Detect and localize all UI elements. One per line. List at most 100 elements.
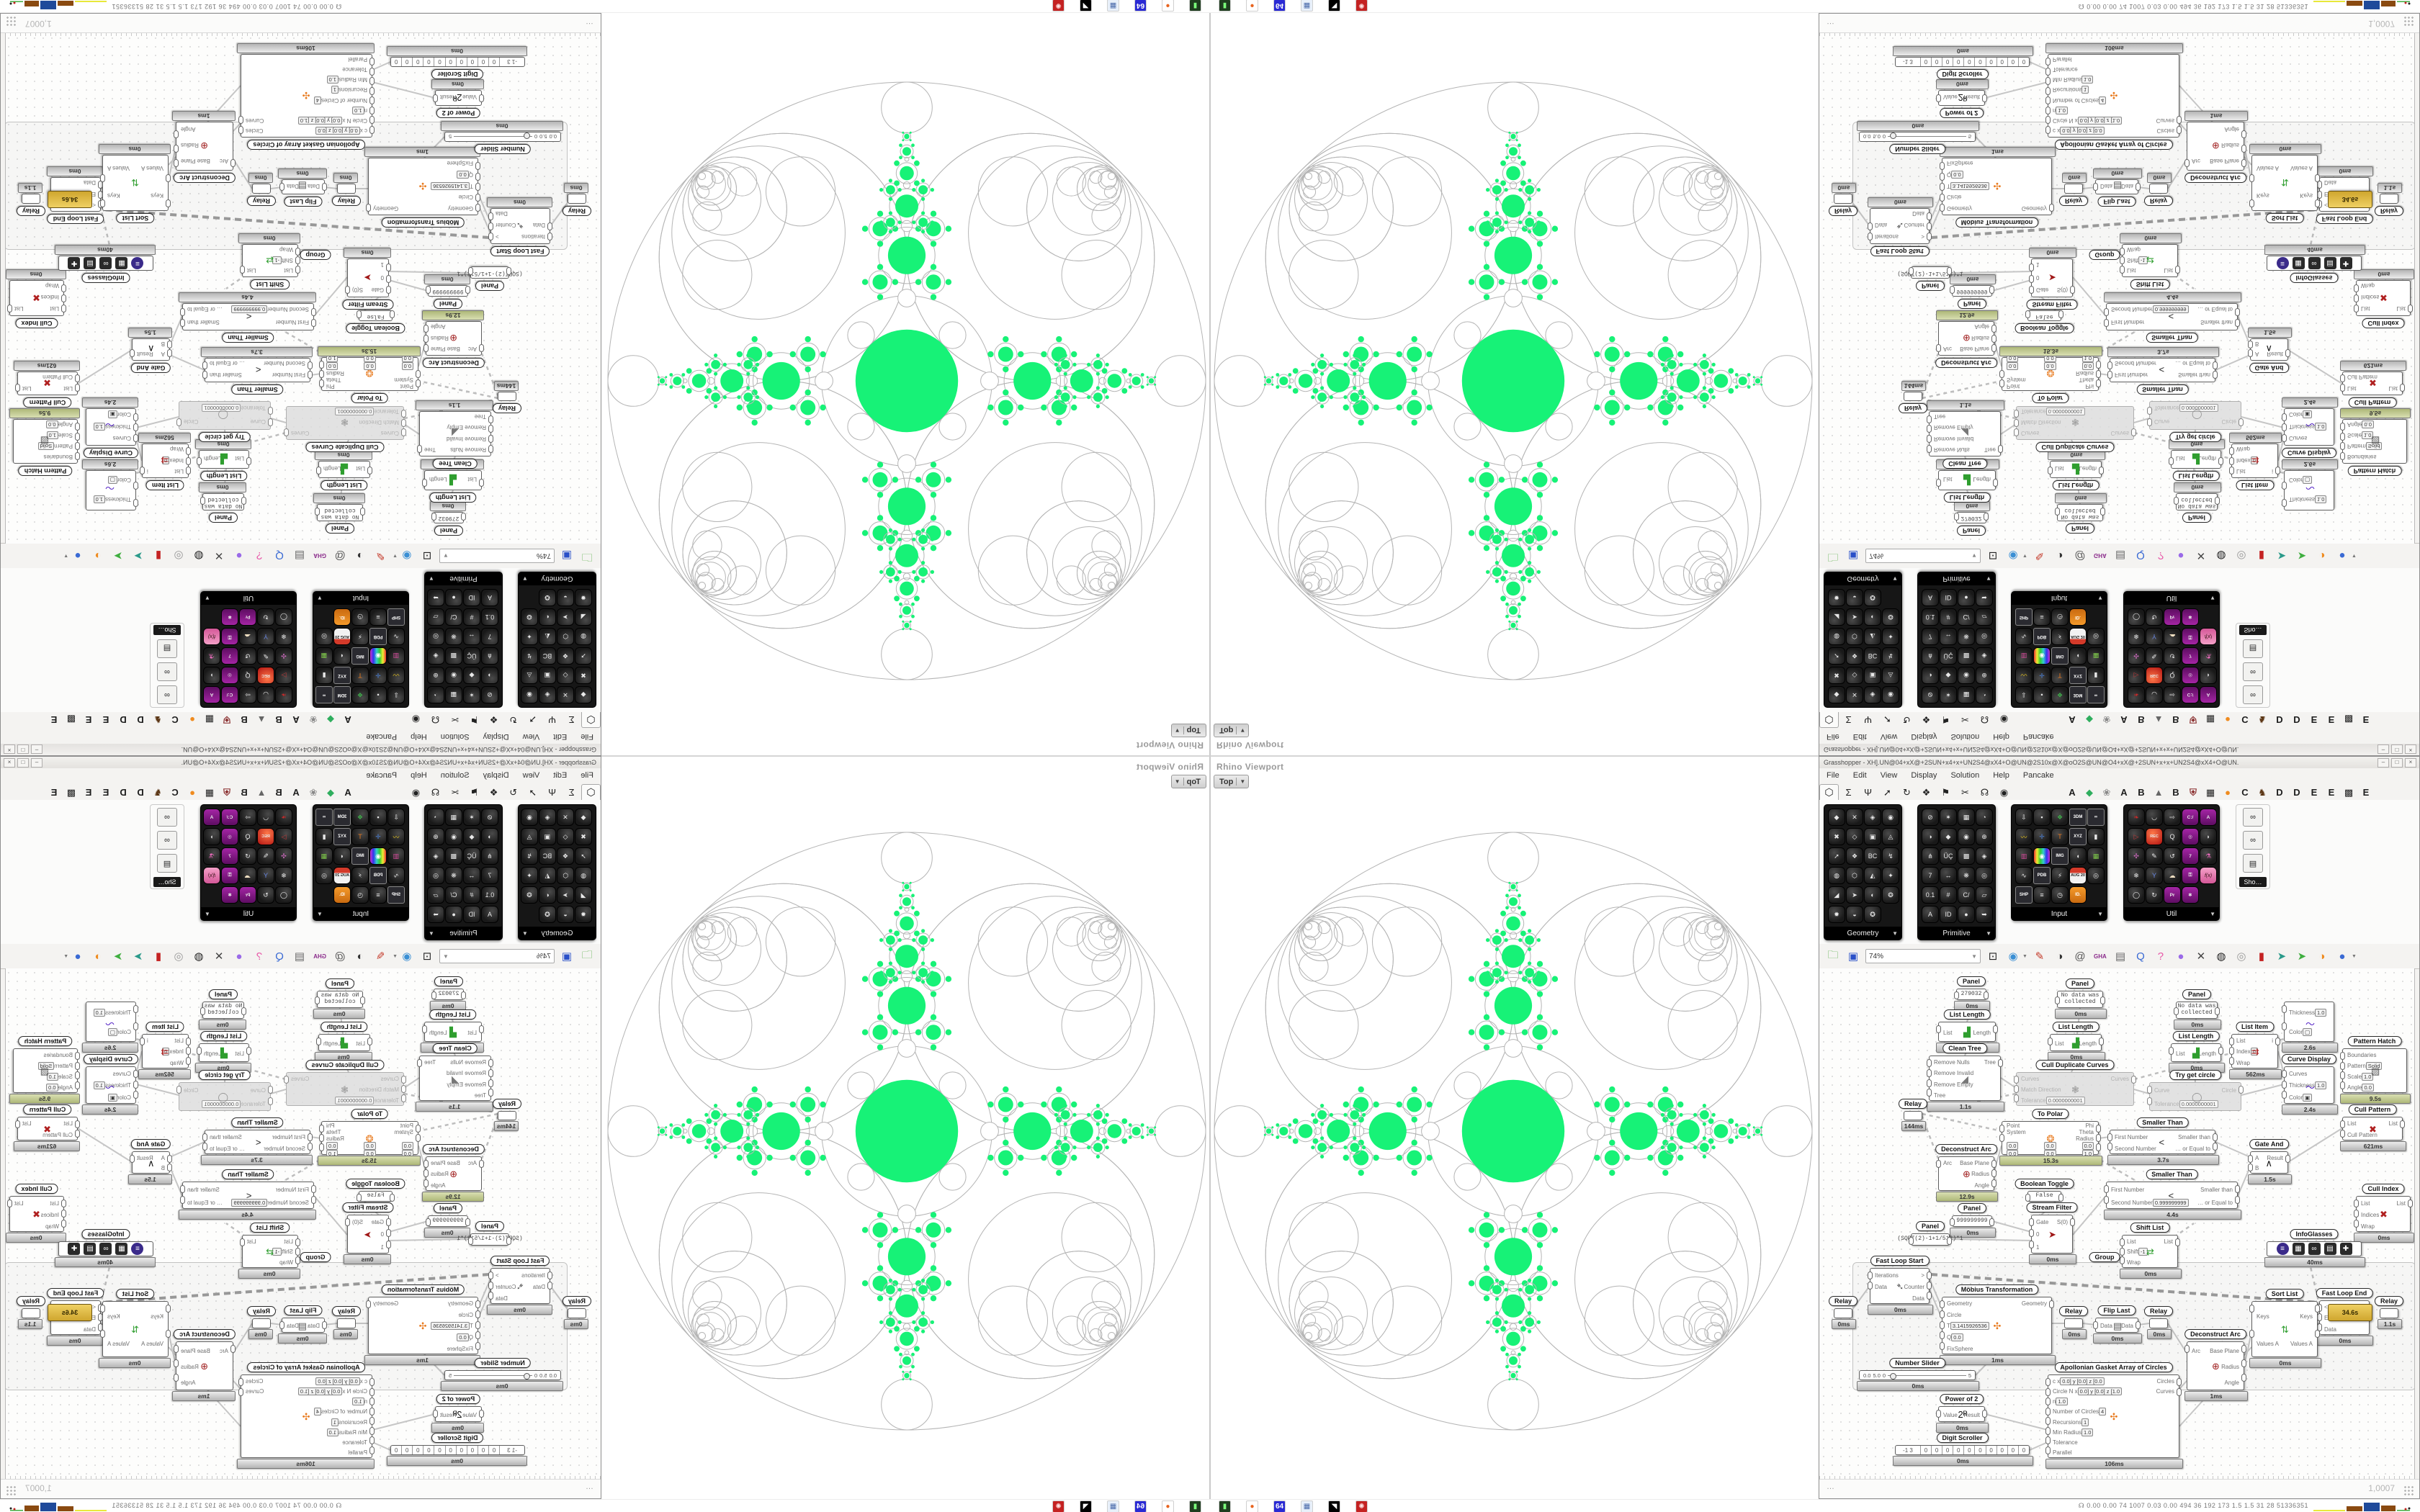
node-label[interactable]: Pattern Hatch (2347, 1036, 2402, 1046)
open-file-icon[interactable]: 🗀 (1827, 551, 1839, 564)
palette-tile-icon[interactable]: ✛ (369, 667, 387, 684)
scroller-digit[interactable]: 0 (1930, 1446, 1942, 1454)
gh-node-relay[interactable] (2149, 1318, 2168, 1328)
output-port[interactable] (357, 310, 362, 319)
value-chip[interactable]: ▢ (2303, 1028, 2313, 1036)
input-port[interactable] (2104, 1196, 2109, 1204)
input-port[interactable] (401, 1076, 406, 1084)
gh-node-fast-loop-start[interactable]: Iterations > Data Counter Data ➴ (488, 1268, 552, 1304)
palette-tile-icon[interactable]: ⊕ (427, 828, 444, 845)
palette-tile-icon[interactable]: Q (239, 667, 256, 684)
input-port[interactable] (1940, 172, 1945, 181)
input-port[interactable] (1927, 445, 1932, 453)
plugin-tab-3[interactable]: A (292, 787, 300, 798)
input-port[interactable] (2029, 1240, 2034, 1248)
input-port[interactable] (186, 456, 191, 465)
palette-tile-icon[interactable]: ⇩ (387, 809, 405, 826)
palette-tile-icon[interactable]: ⇩ (387, 686, 405, 703)
gh-node-infoglasses[interactable]: ≡ ▦ ∞ ▤ ✚ (58, 256, 153, 271)
menu-item-display[interactable]: Display (483, 732, 509, 741)
input-port[interactable] (1927, 415, 1932, 423)
output-port[interactable] (345, 1218, 350, 1226)
palette-tile-icon[interactable]: ◖ (2069, 847, 2087, 865)
value-chip[interactable]: 0.0 (2007, 362, 2019, 370)
palette-tile-icon[interactable]: C:/ (221, 686, 238, 703)
gh-node-fast-loop-start[interactable]: Iterations > Data Counter Data ➴ (1868, 208, 1932, 244)
value-chip[interactable]: 0.0000000001 (335, 1097, 375, 1104)
input-port[interactable] (369, 87, 375, 95)
palette-tile-icon[interactable]: ∞ (315, 809, 333, 826)
gh-node-sort-list[interactable]: Keys Keys Values A Values A ⇅ (2249, 155, 2320, 211)
input-port[interactable] (2029, 274, 2034, 283)
value-chip[interactable]: 1.0 (2315, 1081, 2327, 1090)
palette-tile-icon[interactable]: ◒ (557, 906, 574, 923)
plugin-tab-1[interactable]: ◆ (2086, 714, 2093, 725)
input-port[interactable] (475, 193, 480, 202)
input-port[interactable] (295, 1247, 300, 1256)
output-port[interactable] (424, 334, 429, 343)
palette-tile-icon[interactable]: ◆ (575, 809, 592, 826)
scroller-digit[interactable]: 0 (1996, 58, 2007, 66)
gh-node-panel[interactable]: No data was collected (2174, 1002, 2220, 1019)
scroller-digit[interactable]: 0 (456, 58, 467, 66)
plugin-tab-1[interactable]: ◆ (2086, 787, 2093, 798)
node-label[interactable]: Deconstruct Arc (423, 1144, 485, 1154)
input-port[interactable] (461, 513, 466, 521)
grasshopper-title-bar[interactable]: Grasshopper - XH].UN@04+xX@+2SUN+x4+x+UN… (1, 743, 601, 755)
menu-item-file[interactable]: File (1827, 732, 1839, 741)
palette-tile-icon[interactable]: ⚗ (203, 647, 220, 665)
palette-tile-icon[interactable]: ◗ (203, 828, 220, 845)
node-label[interactable]: Deconstruct Arc (1935, 1144, 1997, 1154)
palette-tile-icon[interactable]: ◒ (1846, 906, 1863, 923)
node-label[interactable]: Relay (246, 196, 277, 206)
output-port[interactable] (2096, 379, 2101, 387)
tab-intersect[interactable]: ✂ (1961, 787, 1969, 798)
input-port[interactable] (2025, 310, 2030, 319)
plugin-tab-0[interactable]: A (2069, 714, 2076, 725)
gh-node-flip-last[interactable]: Data Data ▤ (2093, 1318, 2141, 1333)
value-chip[interactable]: 0.0 (401, 362, 413, 370)
palette-tile-icon[interactable]: ◎ (315, 628, 333, 645)
input-port[interactable] (479, 479, 484, 487)
input-port[interactable] (2229, 467, 2234, 474)
plugin-tab-17[interactable]: E (50, 787, 58, 798)
node-label[interactable]: Boolean Toggle (2015, 323, 2074, 333)
input-port[interactable] (2354, 1220, 2359, 1228)
palette-tile-icon[interactable]: ∞ (315, 686, 333, 703)
scroller-digit[interactable]: 0 (402, 1446, 413, 1454)
input-port[interactable] (1999, 1125, 2004, 1133)
palette-tile-icon[interactable]: XYZ (333, 667, 351, 684)
gh-node-deconstruct-arc[interactable]: Arc Base Plane Radius Angle ⊕ (2184, 1341, 2246, 1390)
input-port[interactable] (2340, 452, 2345, 460)
palette-tile-icon[interactable]: ▷ (275, 667, 292, 684)
plugin-tab-14[interactable]: E (102, 714, 109, 725)
input-port[interactable] (1909, 267, 1914, 276)
gh-node-gate-and[interactable]: A Result B ∧ (130, 338, 172, 361)
chevron-down-icon[interactable]: ▼ (2022, 953, 2027, 959)
input-port[interactable] (2354, 1200, 2359, 1207)
slider-knob[interactable] (1890, 1372, 1897, 1380)
sketch-pen-icon[interactable]: ✎ (2035, 950, 2045, 963)
palette-tile-icon[interactable]: ⚿ (221, 628, 238, 645)
palette-tile-icon[interactable]: ∿ (387, 867, 405, 884)
node-label[interactable]: Fast Loop Start (490, 246, 550, 256)
palette-tile-icon[interactable]: ⚡ (2051, 628, 2069, 645)
node-label[interactable]: Flip Last (2097, 1305, 2136, 1315)
gh-node-cull-index[interactable]: List List Indices Wrap ✖ (2354, 280, 2413, 316)
palette-tile-icon[interactable]: f(x) (203, 628, 220, 645)
input-port[interactable] (246, 457, 251, 465)
scroller-digit[interactable]: 0 (1953, 58, 1964, 66)
palette-tile-icon[interactable]: BC (539, 847, 556, 865)
palette-tile-icon[interactable]: ↔ (463, 628, 480, 645)
menu-item-edit[interactable]: Edit (1852, 732, 1867, 741)
palette-tile-icon[interactable]: ◎ (221, 828, 238, 845)
input-port[interactable] (390, 310, 395, 319)
input-port[interactable] (311, 308, 316, 316)
